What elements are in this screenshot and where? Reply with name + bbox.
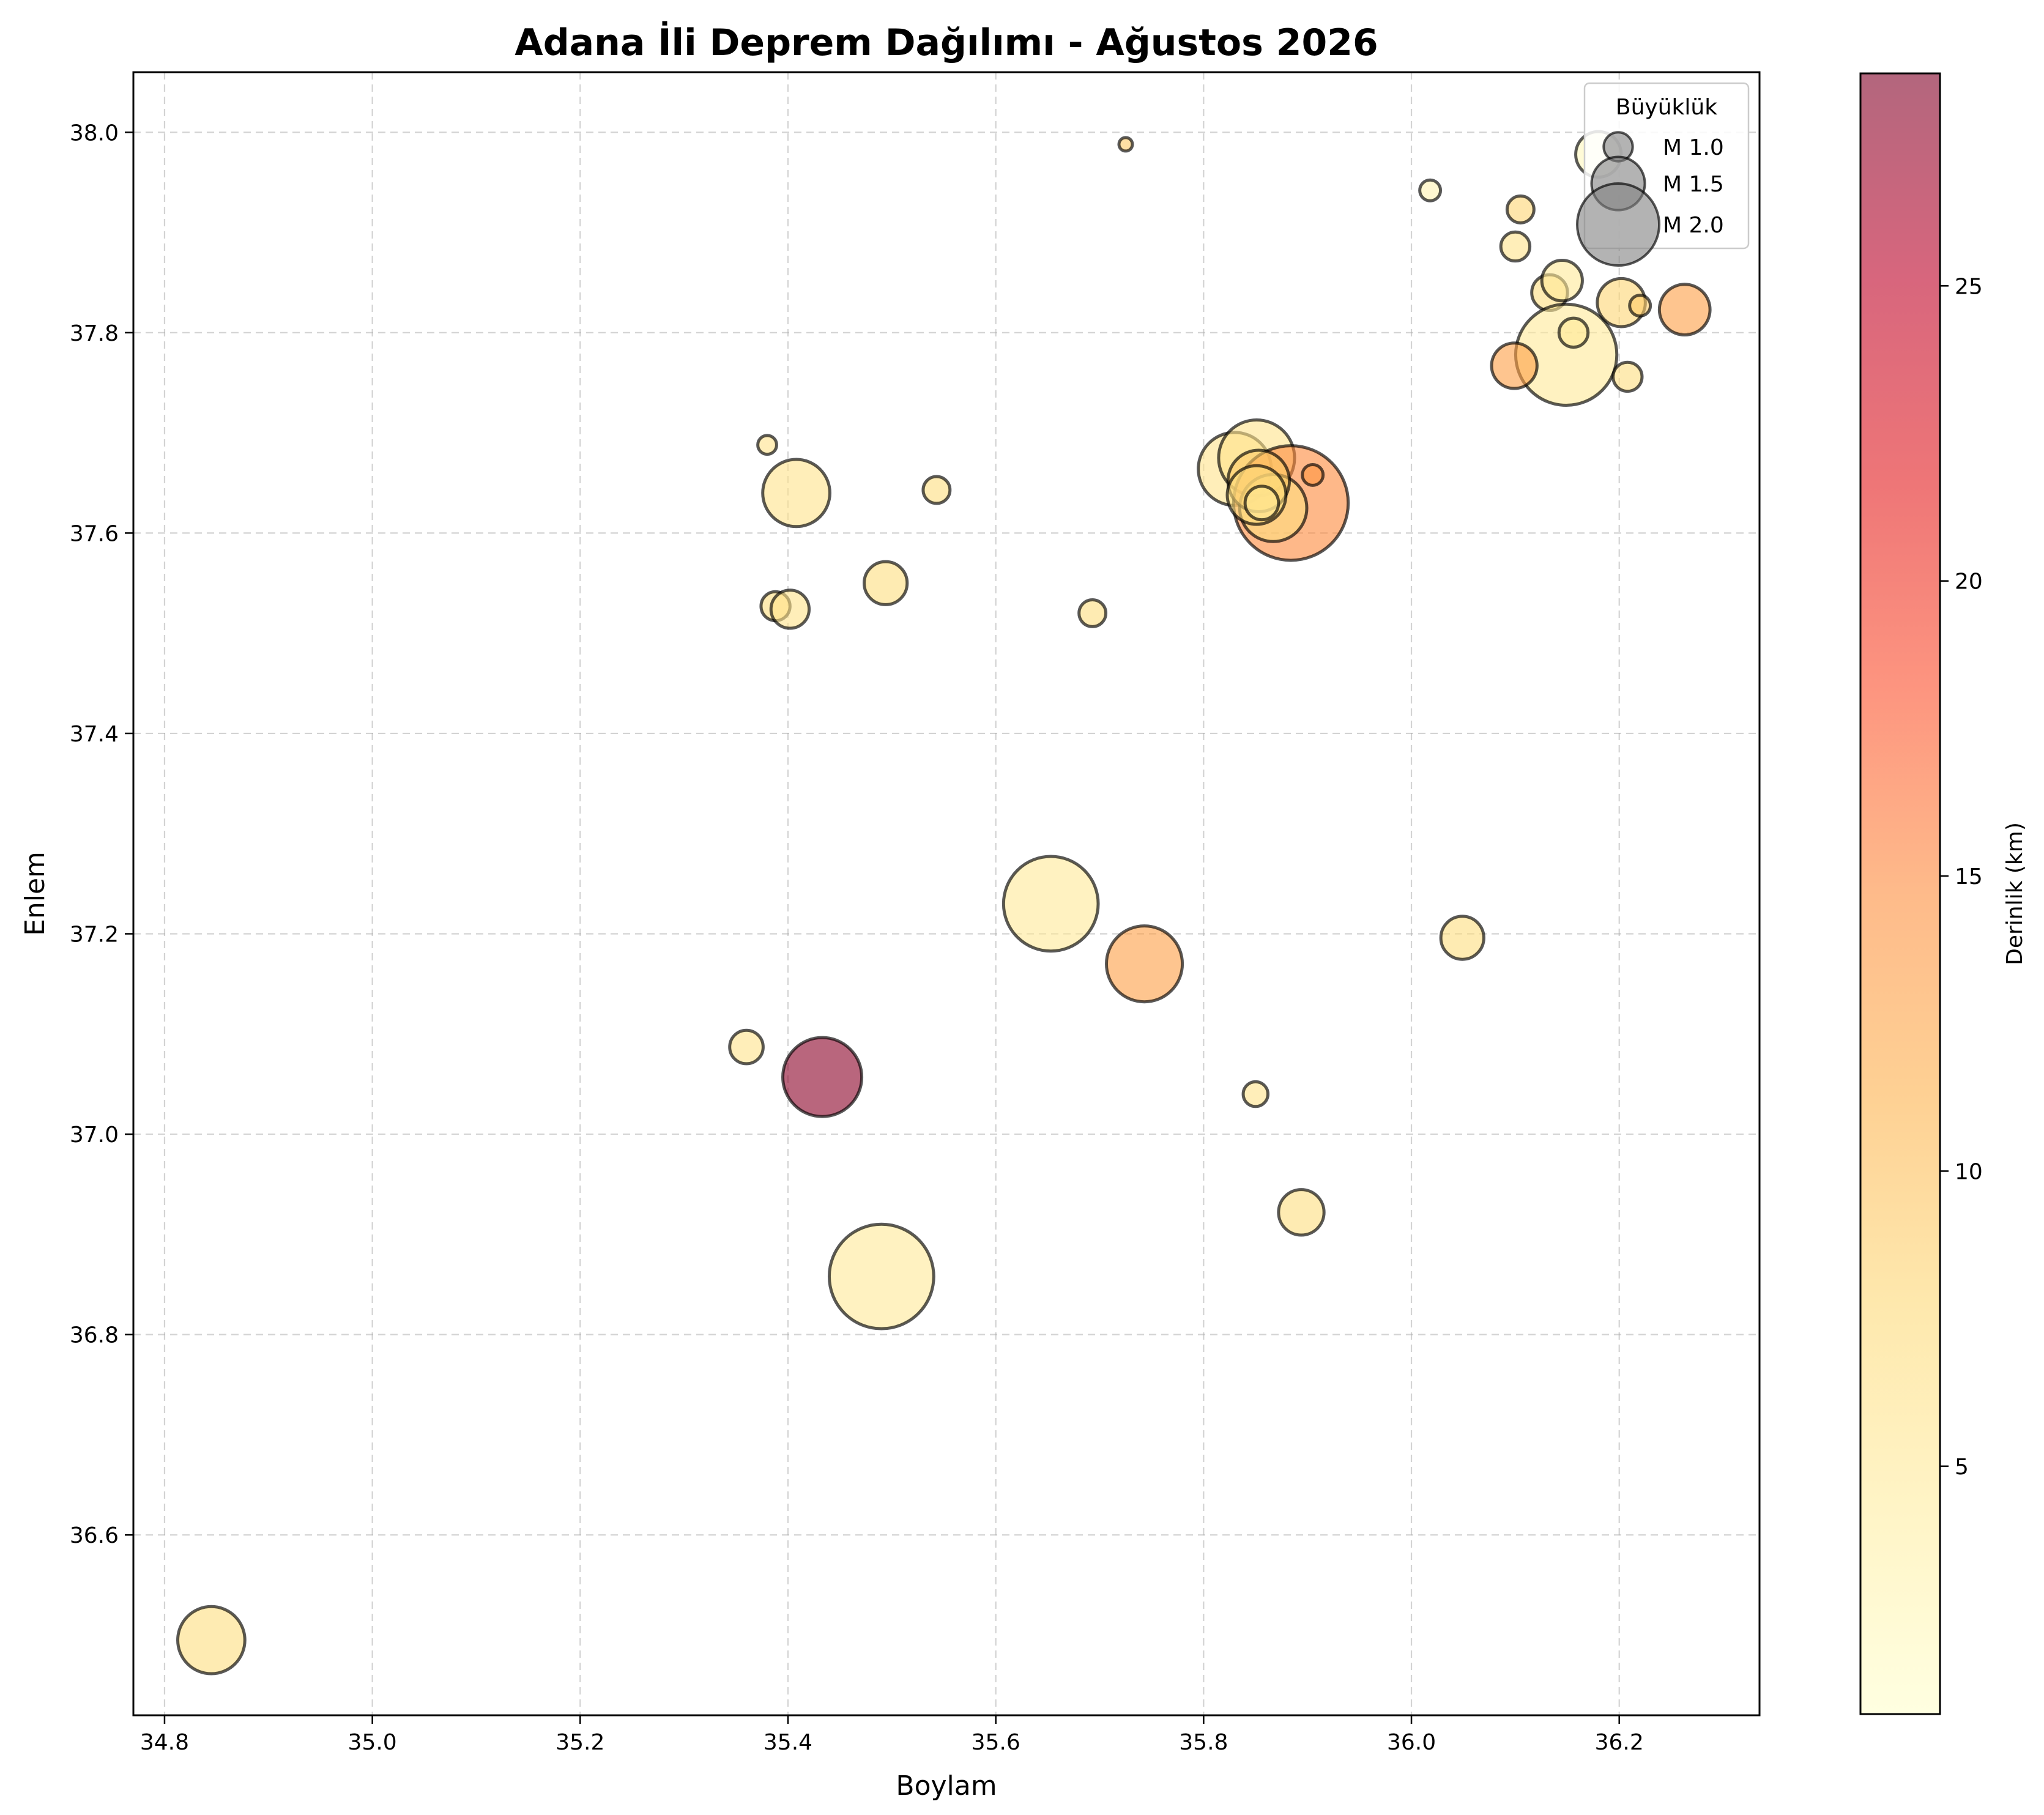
y-tick-label: 36.8 bbox=[70, 1323, 119, 1348]
earthquake-point bbox=[1418, 178, 1443, 202]
earthquake-point bbox=[756, 434, 778, 456]
earthquake-point bbox=[1301, 462, 1325, 487]
earthquake-point bbox=[1439, 915, 1485, 961]
y-axis-ticks: 36.6 36.8 37.0 37.2 37.4 37.6 37.8 38.0 bbox=[70, 121, 133, 1548]
plot-area-frame bbox=[132, 71, 1761, 1717]
earthquake-point bbox=[781, 1036, 864, 1118]
earthquake-point bbox=[1611, 360, 1644, 393]
y-tick-label: 37.6 bbox=[70, 521, 119, 546]
legend-entries: M 1.0 M 1.5 M 2.0 bbox=[1575, 131, 1724, 267]
x-tick-label: 35.0 bbox=[348, 1730, 397, 1755]
earthquake-point bbox=[1499, 230, 1532, 263]
earthquake-point bbox=[1241, 1080, 1270, 1108]
legend-title: Büyüklük bbox=[1616, 95, 1717, 120]
y-tick-label: 38.0 bbox=[70, 121, 119, 146]
earthquake-point bbox=[1490, 341, 1539, 390]
y-axis-label: Enlem bbox=[20, 852, 51, 936]
earthquake-point bbox=[1104, 924, 1184, 1004]
colorbar-frame bbox=[1859, 72, 1941, 1715]
earthquake-point bbox=[1002, 855, 1100, 953]
earthquake-point bbox=[1077, 598, 1108, 628]
earthquake-point bbox=[176, 1605, 247, 1676]
x-tick-label: 35.4 bbox=[764, 1730, 812, 1755]
legend-label: M 1.0 bbox=[1663, 135, 1724, 160]
legend: Büyüklük M 1.0 M 1.5 M 2.0 bbox=[1575, 82, 1750, 267]
x-tick-label: 35.2 bbox=[556, 1730, 604, 1755]
earthquake-point bbox=[921, 475, 952, 505]
legend-marker bbox=[1575, 182, 1661, 267]
colorbar-tick-label: 20 bbox=[1955, 570, 1983, 595]
earthquake-point bbox=[728, 1028, 765, 1066]
y-tick-label: 37.0 bbox=[70, 1123, 119, 1148]
y-tick-label: 37.2 bbox=[70, 922, 119, 948]
colorbar-ticks: 5 10 15 20 25 bbox=[1940, 274, 1983, 1480]
earthquake-point bbox=[769, 588, 811, 630]
bubble-layer bbox=[176, 130, 1712, 1676]
legend-label: M 1.5 bbox=[1663, 172, 1724, 197]
y-tick-label: 37.4 bbox=[70, 722, 119, 747]
x-tick-label: 34.8 bbox=[140, 1730, 189, 1755]
colorbar-gradient bbox=[1860, 73, 1940, 1714]
earthquake-point bbox=[1277, 1188, 1326, 1237]
colorbar-tick-label: 10 bbox=[1955, 1159, 1983, 1184]
earthquake-point bbox=[1540, 259, 1584, 303]
y-tick-label: 36.6 bbox=[70, 1523, 119, 1548]
earthquake-point bbox=[1243, 484, 1280, 522]
x-tick-label: 36.2 bbox=[1595, 1730, 1644, 1755]
x-tick-label: 35.6 bbox=[972, 1730, 1020, 1755]
earthquake-point bbox=[1628, 294, 1652, 318]
legend-label: M 2.0 bbox=[1663, 213, 1724, 238]
colorbar-tick-label: 25 bbox=[1955, 274, 1983, 299]
earthquake-point bbox=[1657, 283, 1712, 337]
earthquake-point bbox=[1505, 194, 1536, 225]
colorbar-tick-label: 15 bbox=[1955, 864, 1983, 889]
grid-layer bbox=[133, 72, 1760, 1715]
earthquake-point bbox=[1117, 136, 1134, 153]
earthquake-point bbox=[1557, 316, 1590, 349]
chart-title: Adana İli Deprem Dağılımı - Ağustos 2026 bbox=[515, 20, 1378, 64]
earthquake-point bbox=[761, 458, 831, 529]
earthquake-point bbox=[827, 1222, 935, 1331]
x-tick-label: 35.8 bbox=[1179, 1730, 1228, 1755]
x-axis-label: Boylam bbox=[896, 1770, 997, 1802]
x-tick-label: 36.0 bbox=[1387, 1730, 1436, 1755]
colorbar-label: Derinlik (km) bbox=[2002, 822, 2027, 965]
y-tick-label: 37.8 bbox=[70, 321, 119, 346]
colorbar-tick-label: 5 bbox=[1955, 1455, 1969, 1480]
earthquake-point bbox=[863, 560, 909, 606]
x-axis-ticks: 34.8 35.0 35.2 35.4 35.6 35.8 36.0 36.2 bbox=[140, 1715, 1644, 1755]
colorbar: 5 10 15 20 25 Derinlik (km) bbox=[1859, 72, 2027, 1715]
